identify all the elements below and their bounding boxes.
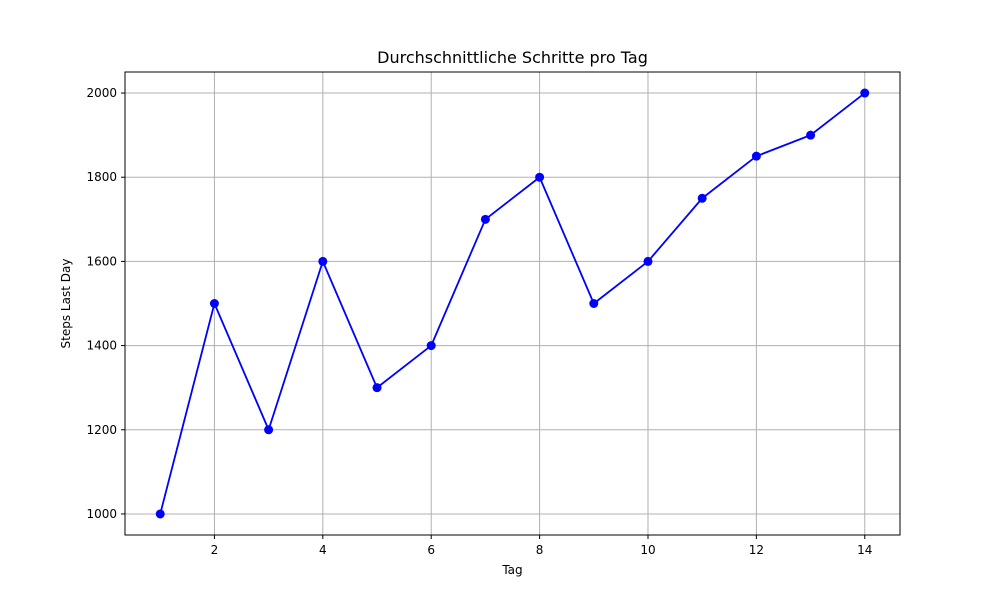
data-point [806, 130, 816, 140]
y-tick-label: 1800 [86, 170, 117, 184]
series-line [159, 92, 866, 515]
data-point [264, 425, 274, 435]
data-point [372, 383, 382, 393]
data-point [318, 256, 328, 266]
data-point [860, 88, 870, 98]
data-point [589, 299, 599, 308]
y-tick-label: 1600 [86, 254, 117, 268]
data-point [535, 172, 545, 182]
x-axis-label: Tag [501, 563, 522, 577]
x-tick-label: 4 [319, 543, 327, 557]
y-axis-ticks: 1000 1200 1400 1600 1800 2000 [86, 86, 125, 521]
x-tick-label: 10 [640, 543, 655, 557]
y-tick-label: 2000 [86, 86, 117, 100]
y-axis-label: Steps Last Day [59, 259, 73, 349]
grid [125, 72, 900, 535]
data-point [643, 256, 653, 266]
data-point [209, 299, 219, 308]
data-point [426, 341, 436, 351]
series-layer [155, 88, 870, 519]
data-point [751, 151, 761, 161]
x-tick-label: 8 [536, 543, 544, 557]
data-point [155, 509, 165, 519]
y-tick-label: 1400 [86, 339, 117, 353]
x-axis-ticks: 2 4 6 8 10 12 14 [211, 535, 872, 557]
y-tick-label: 1000 [86, 507, 117, 521]
x-tick-label: 2 [211, 543, 219, 557]
x-tick-label: 6 [427, 543, 435, 557]
data-point [697, 193, 707, 203]
x-tick-label: 14 [857, 543, 872, 557]
plot-area-frame [124, 71, 901, 536]
chart-title: Durchschnittliche Schritte pro Tag [377, 48, 648, 67]
y-tick-label: 1200 [86, 423, 117, 437]
x-tick-label: 12 [749, 543, 764, 557]
data-point [480, 214, 490, 224]
